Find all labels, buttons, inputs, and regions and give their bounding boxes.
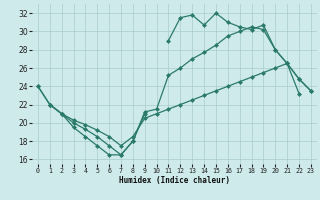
X-axis label: Humidex (Indice chaleur): Humidex (Indice chaleur) <box>119 176 230 185</box>
